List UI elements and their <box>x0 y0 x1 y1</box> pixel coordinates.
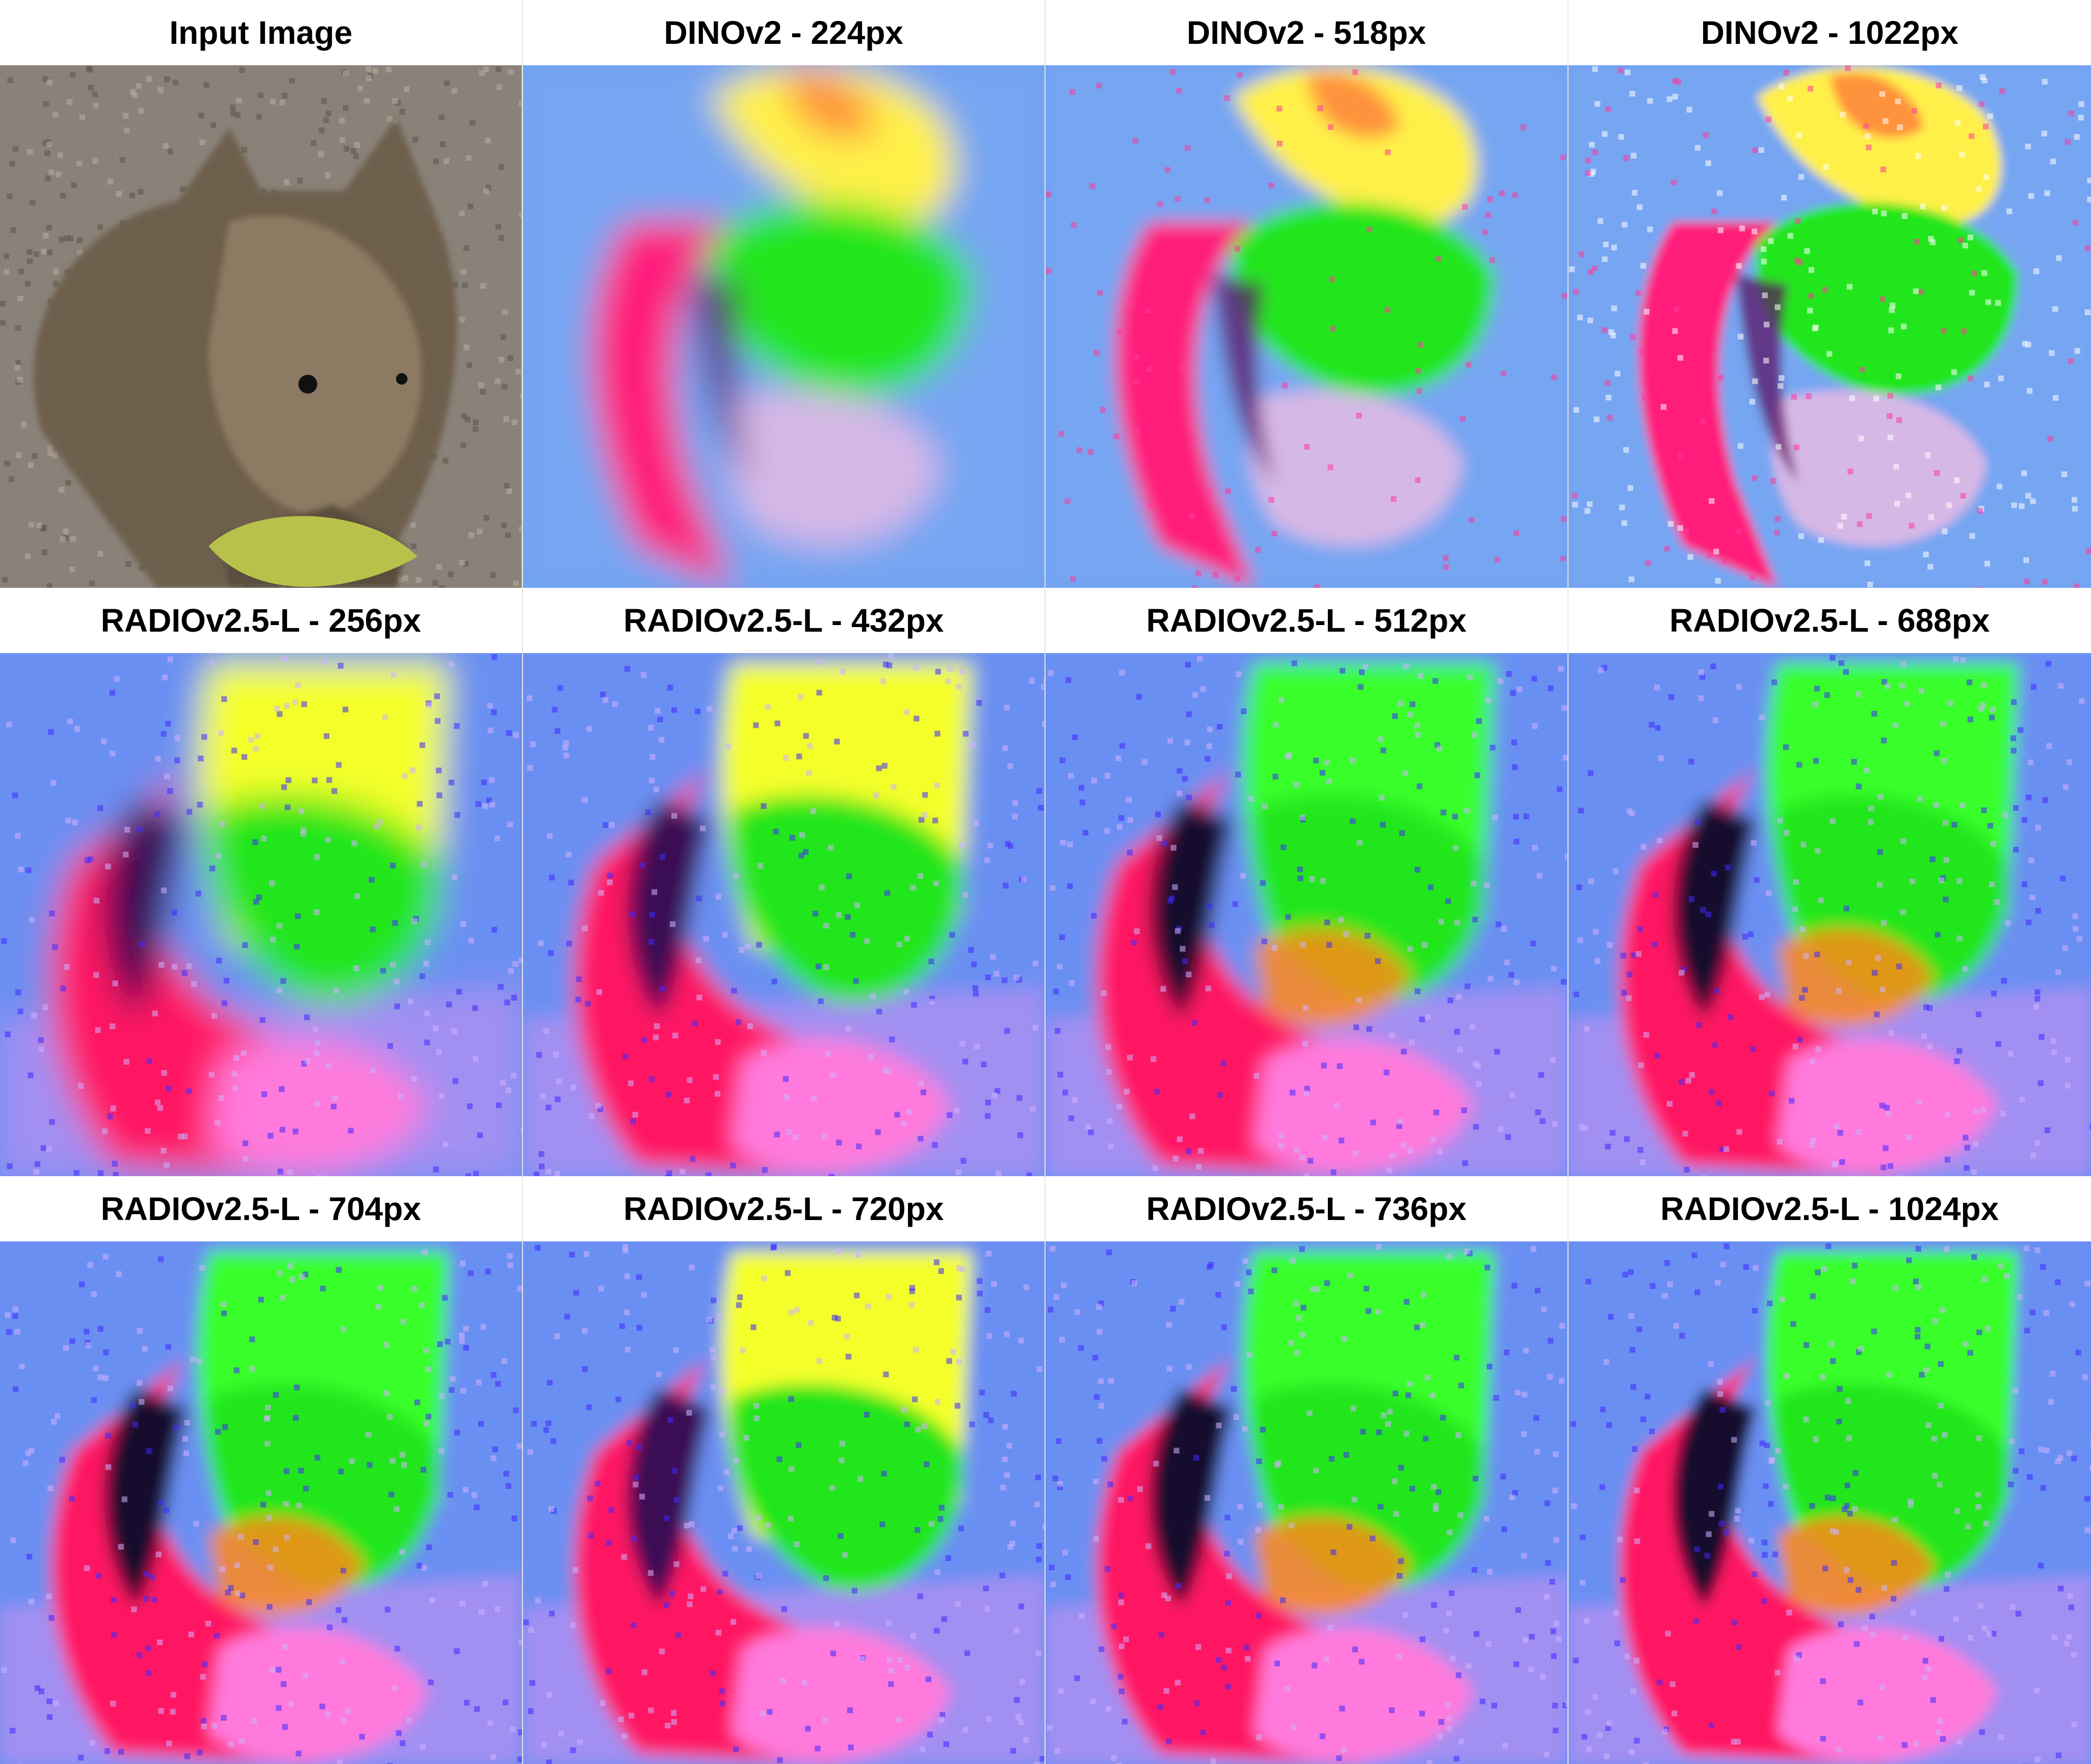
feature-map <box>522 65 1044 588</box>
feature-map <box>1046 65 1567 588</box>
panel-radio-720: RADIOv2.5-L - 720px <box>522 1176 1046 1764</box>
panel-label: RADIOv2.5-L - 736px <box>1046 1176 1567 1241</box>
panel-label: RADIOv2.5-L - 1024px <box>1568 1176 2091 1241</box>
panel-label: RADIOv2.5-L - 432px <box>522 588 1044 654</box>
panel-radio-736: RADIOv2.5-L - 736px <box>1046 1176 1569 1764</box>
panel-label: RADIOv2.5-L - 256px <box>0 588 522 654</box>
panel-label: DINOv2 - 518px <box>1046 0 1567 65</box>
panel-input-image: Input Image <box>0 0 523 588</box>
panel-dinov2-1022: DINOv2 - 1022px <box>1568 0 2091 588</box>
feature-map <box>522 1241 1044 1764</box>
panel-label: Input Image <box>0 0 522 65</box>
feature-map <box>1568 1241 2091 1764</box>
panel-dinov2-518: DINOv2 - 518px <box>1046 0 1569 588</box>
panel-radio-1024: RADIOv2.5-L - 1024px <box>1568 1176 2091 1764</box>
panel-radio-704: RADIOv2.5-L - 704px <box>0 1176 523 1764</box>
panel-dinov2-224: DINOv2 - 224px <box>522 0 1046 588</box>
panel-radio-688: RADIOv2.5-L - 688px <box>1568 588 2091 1176</box>
feature-map <box>1568 653 2091 1176</box>
feature-map <box>0 1241 522 1764</box>
feature-map <box>0 653 522 1176</box>
panel-radio-256: RADIOv2.5-L - 256px <box>0 588 523 1176</box>
feature-map <box>1046 653 1567 1176</box>
panel-label: RADIOv2.5-L - 720px <box>522 1176 1044 1241</box>
panel-radio-512: RADIOv2.5-L - 512px <box>1046 588 1569 1176</box>
panel-label: RADIOv2.5-L - 704px <box>0 1176 522 1241</box>
panel-radio-432: RADIOv2.5-L - 432px <box>522 588 1046 1176</box>
panel-label: RADIOv2.5-L - 512px <box>1046 588 1567 654</box>
panel-label: RADIOv2.5-L - 688px <box>1568 588 2091 654</box>
panel-label: DINOv2 - 224px <box>522 0 1044 65</box>
feature-map <box>1046 1241 1567 1764</box>
feature-map <box>522 653 1044 1176</box>
feature-map <box>1568 65 2091 588</box>
quokka-photo <box>0 65 522 588</box>
panel-label: DINOv2 - 1022px <box>1568 0 2091 65</box>
